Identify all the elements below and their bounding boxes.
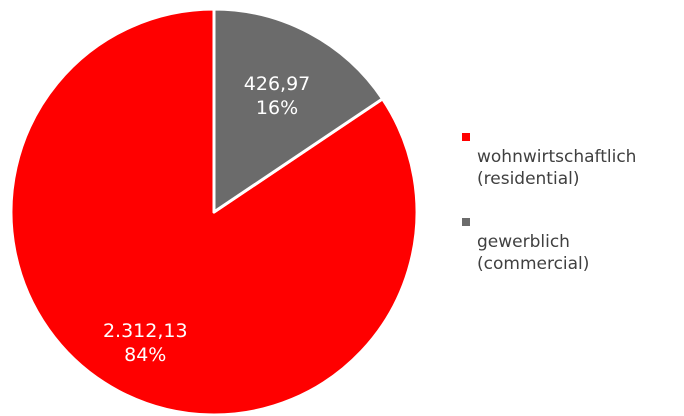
slice-percent-label-commercial: 16%	[256, 97, 298, 119]
legend-swatch-residential	[462, 133, 470, 141]
legend-item-residential: wohnwirtschaftlich (residential)	[462, 124, 636, 190]
slice-value-label-commercial: 426,97	[244, 73, 310, 95]
legend-label-residential: wohnwirtschaftlich (residential)	[477, 147, 637, 189]
slice-percent-label-residential: 84%	[124, 344, 166, 366]
legend-item-commercial: gewerblich (commercial)	[462, 209, 636, 275]
legend-swatch-commercial	[462, 218, 470, 226]
legend-label-commercial: gewerblich (commercial)	[477, 232, 590, 274]
pie-slice-commercial	[212, 7, 385, 214]
legend: wohnwirtschaftlich (residential) gewerbli…	[462, 124, 636, 294]
slice-value-label-residential: 2.312,13	[103, 320, 188, 342]
